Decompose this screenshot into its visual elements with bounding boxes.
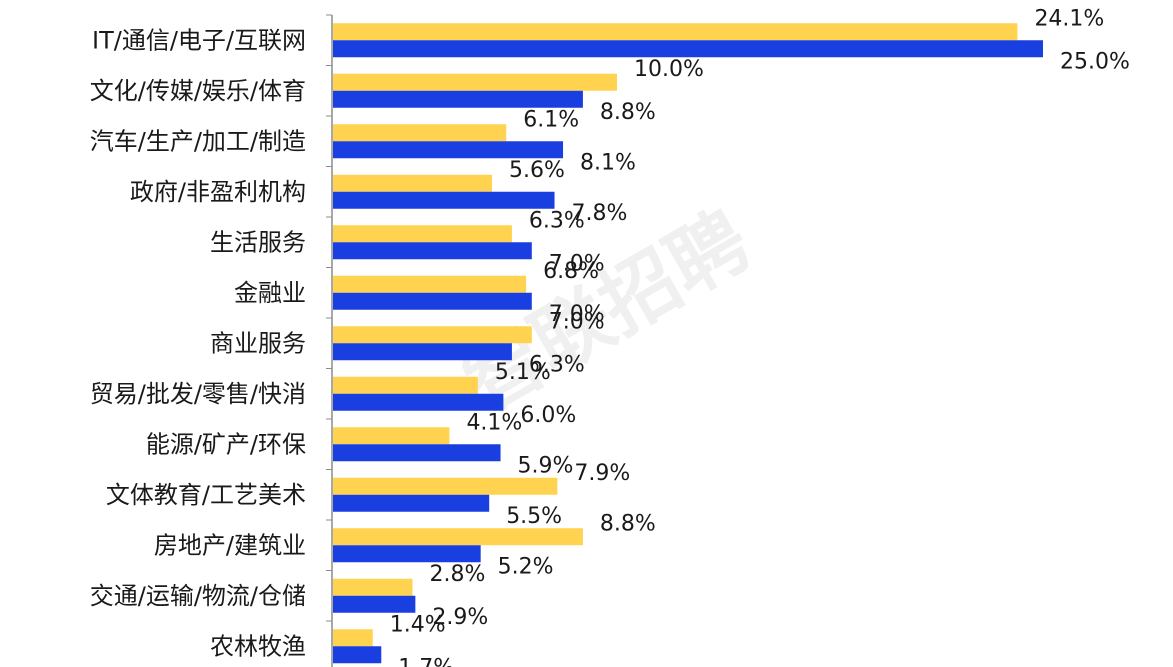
data-label-blue: 6.3% [529, 352, 585, 377]
bar-series-blue [333, 393, 504, 411]
data-label-blue: 8.1% [580, 150, 636, 175]
category-label: 文体教育/工艺美术 [106, 481, 306, 509]
bar-series-yellow [333, 225, 512, 243]
bar-series-yellow [333, 124, 507, 142]
category-label: 能源/矿产/环保 [146, 430, 306, 458]
bar-series-yellow [333, 427, 450, 445]
y-axis [326, 14, 333, 667]
data-label-yellow: 2.8% [430, 562, 486, 587]
data-label-blue: 7.0% [549, 251, 605, 276]
data-label-yellow: 24.1% [1034, 6, 1104, 31]
bar-series-blue [333, 444, 501, 462]
bar-series-yellow [333, 326, 532, 344]
category-label: 政府/非盈利机构 [130, 178, 306, 206]
data-label-blue: 7.0% [549, 302, 605, 327]
category-label: 农林牧渔 [210, 632, 306, 660]
data-label-yellow: 5.1% [495, 360, 551, 385]
category-label: 金融业 [234, 279, 306, 307]
bar-series-blue [333, 343, 512, 361]
bar-series-blue [333, 545, 481, 563]
data-label-yellow: 10.0% [634, 57, 704, 82]
category-label: 文化/传媒/娱乐/体育 [90, 77, 306, 105]
data-label-blue: 8.8% [600, 100, 656, 125]
bar-series-yellow [333, 629, 373, 647]
labels-layer: IT/通信/电子/互联网 24.1% 25.0% 文化/传媒/娱乐/体育 10.0% 8.… [90, 6, 1130, 667]
bar-series-blue [333, 141, 564, 159]
category-label: 房地产/建筑业 [154, 531, 306, 559]
data-label-blue: 7.8% [572, 201, 628, 226]
bar-series-yellow [333, 275, 527, 293]
bar-series-yellow [333, 376, 478, 394]
bar-series-blue [333, 191, 555, 209]
data-label-yellow: 7.9% [574, 461, 630, 486]
data-label-yellow: 6.1% [523, 107, 579, 132]
category-label: 贸易/批发/零售/快消 [90, 380, 306, 408]
bar-series-blue [333, 90, 583, 108]
bar-series-blue [333, 595, 416, 613]
bars-layer [333, 23, 1043, 664]
data-label-yellow: 7.0% [549, 309, 605, 334]
category-label: 商业服务 [210, 329, 306, 357]
bar-series-yellow [333, 578, 413, 596]
bar-series-blue [333, 292, 532, 310]
data-label-yellow: 6.8% [543, 259, 599, 284]
data-label-yellow: 6.3% [529, 208, 585, 233]
category-label: IT/通信/电子/互联网 [92, 26, 306, 54]
data-label-blue: 5.5% [506, 504, 562, 529]
data-label-blue: 2.9% [432, 605, 488, 630]
category-label: 生活服务 [210, 228, 306, 256]
bar-series-yellow [333, 73, 617, 91]
category-label: 汽车/生产/加工/制造 [90, 127, 306, 155]
bar-series-yellow [333, 528, 583, 546]
bar-series-blue [333, 646, 382, 664]
data-label-blue: 1.7% [398, 655, 454, 667]
category-label: 交通/运输/物流/仓储 [90, 582, 306, 610]
data-label-yellow: 5.6% [509, 158, 565, 183]
data-label-blue: 5.9% [518, 453, 574, 478]
bar-series-yellow [333, 174, 493, 192]
data-label-yellow: 8.8% [600, 511, 656, 536]
bar-series-blue [333, 494, 490, 512]
data-label-yellow: 1.4% [390, 612, 446, 637]
bar-series-yellow [333, 477, 558, 495]
bar-series-blue [333, 40, 1043, 58]
data-label-blue: 6.0% [520, 403, 576, 428]
data-label-blue: 5.2% [498, 554, 554, 579]
bar-series-blue [333, 242, 532, 260]
bar-series-yellow [333, 23, 1018, 41]
data-label-yellow: 4.1% [466, 410, 522, 435]
data-label-blue: 25.0% [1060, 49, 1130, 74]
